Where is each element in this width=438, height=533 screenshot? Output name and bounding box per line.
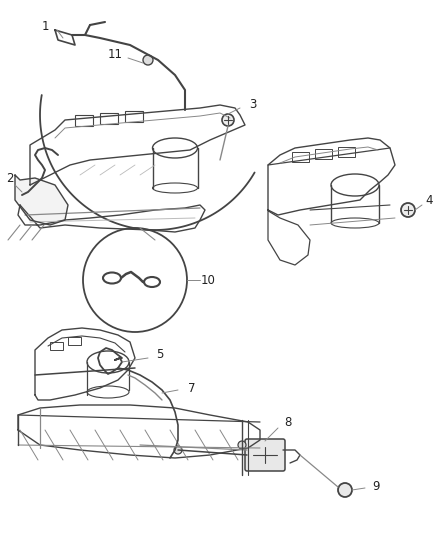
Circle shape: [143, 55, 153, 65]
Circle shape: [401, 203, 415, 217]
Text: 5: 5: [156, 349, 164, 361]
Text: 8: 8: [284, 416, 292, 429]
Bar: [338, 147, 355, 157]
Bar: [68, 337, 81, 345]
Bar: [315, 149, 332, 159]
Circle shape: [238, 441, 246, 449]
Text: 2: 2: [6, 172, 14, 184]
Text: 11: 11: [107, 47, 123, 61]
Text: 7: 7: [188, 382, 196, 394]
Text: 3: 3: [249, 98, 257, 110]
Circle shape: [338, 483, 352, 497]
Bar: [125, 111, 143, 122]
Bar: [75, 115, 93, 126]
Bar: [292, 152, 309, 162]
Bar: [100, 113, 118, 124]
FancyBboxPatch shape: [245, 439, 285, 471]
Text: 10: 10: [201, 273, 215, 287]
Text: 4: 4: [425, 193, 433, 206]
Circle shape: [222, 114, 234, 126]
Bar: [50, 342, 63, 350]
Circle shape: [174, 446, 182, 454]
Polygon shape: [15, 175, 68, 225]
Text: 1: 1: [41, 20, 49, 33]
Text: 9: 9: [372, 480, 380, 492]
